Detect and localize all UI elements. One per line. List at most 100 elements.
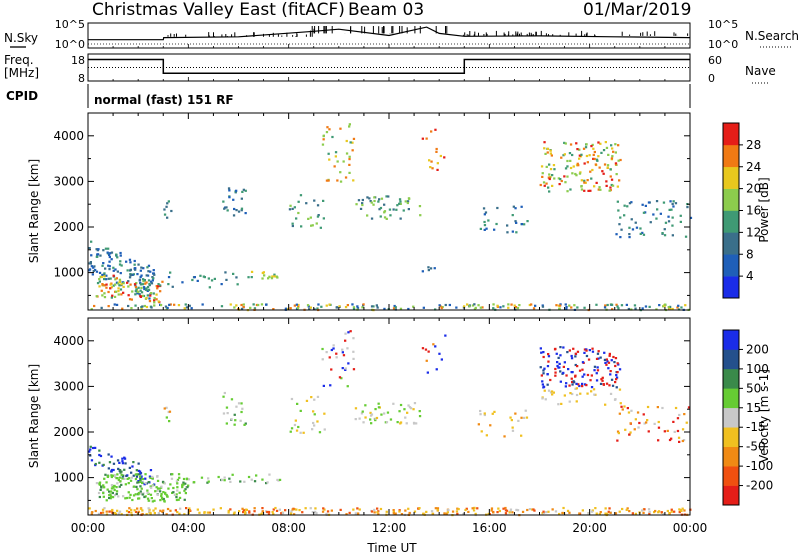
scatter-cell xyxy=(155,486,158,489)
scatter-cell xyxy=(634,512,637,515)
scatter-cell xyxy=(655,217,658,220)
scatter-cell xyxy=(593,393,596,396)
scatter-cell xyxy=(599,382,603,385)
scatter-cell xyxy=(683,413,686,416)
scatter-cell xyxy=(406,201,409,205)
scatter-cell xyxy=(521,510,525,513)
scatter-cell xyxy=(563,153,566,156)
scatter-cell xyxy=(260,303,264,306)
scatter-cell xyxy=(671,307,674,311)
scatter-cell xyxy=(112,486,115,489)
scatter-cell xyxy=(175,496,178,499)
scatter-cell xyxy=(356,507,359,510)
scatter-cell xyxy=(514,306,518,309)
scatter-cell xyxy=(585,348,588,351)
scatter-cell xyxy=(592,388,596,391)
scatter-cell xyxy=(120,483,123,486)
scatter-cell xyxy=(352,357,355,360)
scatter-cell xyxy=(253,507,256,510)
scatter-cell xyxy=(261,507,264,510)
scatter-cell xyxy=(265,303,268,306)
scatter-cell xyxy=(290,510,293,513)
scatter-cell xyxy=(229,480,232,483)
scatter-cell xyxy=(128,507,131,510)
scatter-cell xyxy=(98,285,101,288)
scatter-cell xyxy=(240,402,243,405)
scatter-cell xyxy=(569,392,572,395)
scatter-cell xyxy=(222,200,225,203)
scatter-cell xyxy=(392,208,395,211)
scatter-cell xyxy=(544,398,547,401)
scatter-cell xyxy=(150,280,153,283)
scatter-cell xyxy=(333,165,336,168)
scatter-cell xyxy=(129,274,132,277)
scatter-cell xyxy=(619,158,622,162)
scatter-cell xyxy=(103,278,106,281)
scatter-cell xyxy=(474,306,477,309)
scatter-cell xyxy=(334,151,338,154)
scatter-cell xyxy=(240,307,244,310)
scatter-cell xyxy=(590,145,593,148)
scatter-cell xyxy=(103,486,106,489)
scatter-cell xyxy=(275,509,279,512)
scatter-cell xyxy=(146,497,150,500)
scatter-cell xyxy=(656,208,659,211)
scatter-cell xyxy=(352,350,355,353)
scatter-cell xyxy=(572,165,575,168)
colorbar-tick-label: 20 xyxy=(746,182,761,196)
scatter-cell xyxy=(272,508,275,511)
scatter-cell xyxy=(483,213,486,216)
scatter-cell xyxy=(152,509,155,512)
scatter-cell xyxy=(108,510,111,513)
scatter-cell xyxy=(548,163,551,166)
scatter-cell xyxy=(239,419,242,422)
scatter-cell xyxy=(146,274,150,277)
scatter-cell xyxy=(230,418,233,421)
scatter-cell xyxy=(440,306,443,310)
scatter-cell xyxy=(109,277,112,280)
scatter-cell xyxy=(108,265,111,268)
scatter-cell xyxy=(328,303,331,306)
scatter-cell xyxy=(434,128,437,131)
scatter-cell xyxy=(120,513,123,516)
scatter-cell xyxy=(471,507,474,510)
scatter-cell xyxy=(123,468,126,471)
scatter-cell xyxy=(158,487,161,490)
scatter-cell xyxy=(574,172,577,176)
scatter-cell xyxy=(568,384,571,387)
scatter-cell xyxy=(605,146,609,149)
scatter-cell xyxy=(191,278,194,282)
scatter-cell xyxy=(151,484,154,487)
scatter-cell xyxy=(316,307,319,310)
scatter-cell xyxy=(163,499,166,502)
scatter-cell xyxy=(325,512,328,515)
scatter-cell xyxy=(593,365,597,368)
scatter-cell xyxy=(238,510,241,513)
scatter-cell xyxy=(380,413,383,416)
scatter-cell xyxy=(673,430,676,433)
scatter-cell xyxy=(364,404,367,407)
scatter-cell xyxy=(227,509,230,512)
scatter-cell xyxy=(374,417,377,420)
scatter-cell xyxy=(372,203,375,206)
scatter-cell xyxy=(98,278,101,281)
scatter-cell xyxy=(571,383,574,386)
scatter-cell xyxy=(149,294,152,297)
scatter-cell xyxy=(101,511,105,514)
scatter-cell xyxy=(313,308,316,311)
scatter-cell xyxy=(174,509,177,512)
scatter-cell xyxy=(110,475,113,479)
scatter-cell xyxy=(228,189,231,192)
scatter-cell xyxy=(130,511,133,514)
scatter-cell xyxy=(134,473,137,476)
scatter-cell xyxy=(617,159,620,162)
scatter-cell xyxy=(140,487,143,490)
scatter-cell xyxy=(583,179,586,182)
scatter-cell xyxy=(443,156,446,159)
scatter-cell xyxy=(566,190,569,193)
scatter-cell xyxy=(439,154,442,158)
scatter-cell xyxy=(169,271,172,274)
scatter-cell xyxy=(226,412,229,415)
scatter-cell xyxy=(462,513,465,516)
scatter-cell xyxy=(430,160,433,163)
